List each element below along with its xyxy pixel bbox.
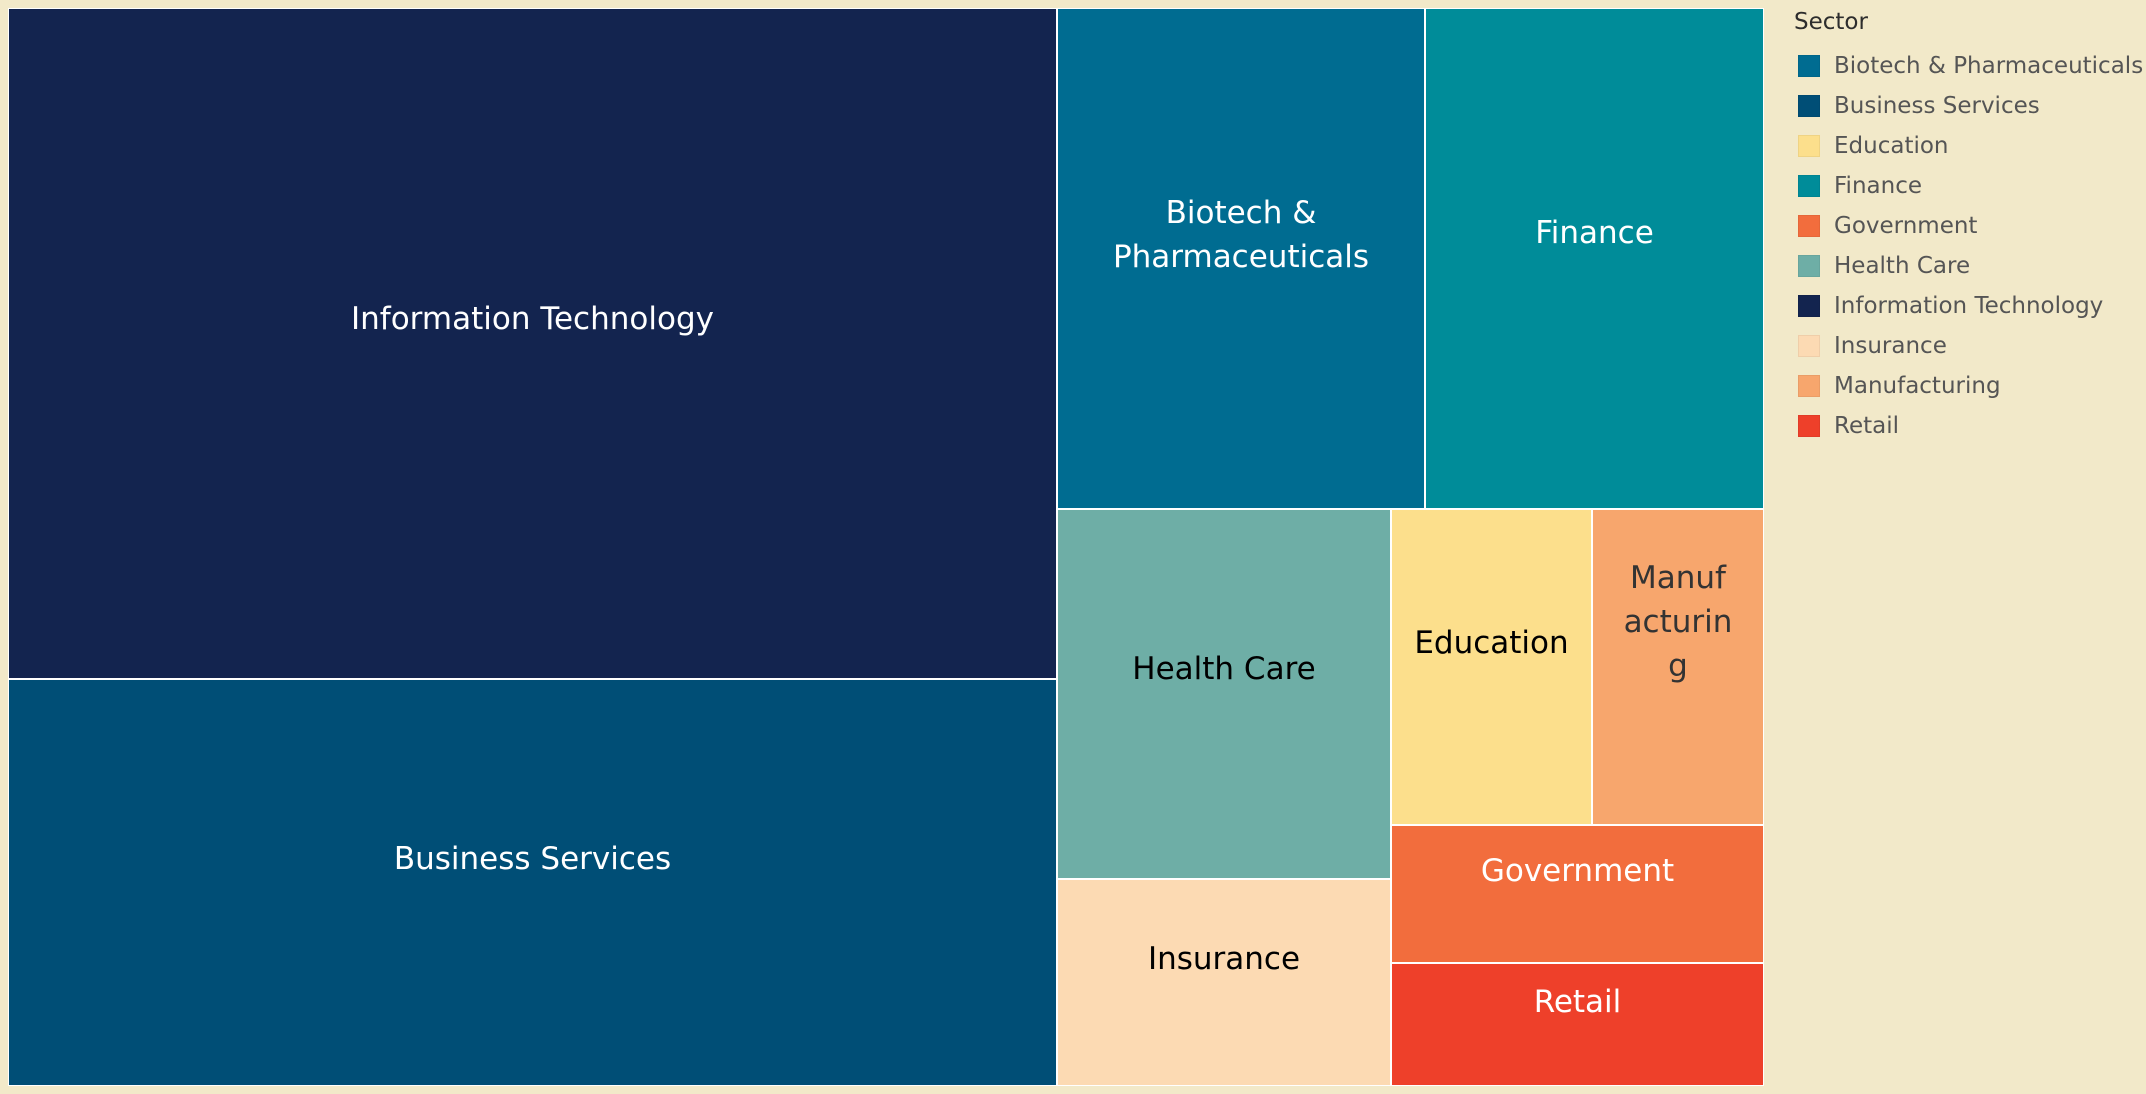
- tile-label-line: acturin: [1624, 604, 1733, 640]
- tile-label-line: Biotech &: [1166, 195, 1317, 231]
- legend-swatch: [1798, 215, 1820, 237]
- tile-label-manufacturing: Manuf acturin g: [1624, 560, 1733, 684]
- legend-label: Information Technology: [1834, 293, 2104, 319]
- treemap-svg: Information Technology Business Services B…: [9, 9, 1763, 1085]
- tile-rect-health-care[interactable]: [1058, 510, 1390, 878]
- legend-swatch: [1798, 175, 1820, 197]
- tile-rect-biotech-and-pharmaceuticals[interactable]: [1058, 9, 1424, 508]
- legend-item-health-care[interactable]: Health Care: [1794, 246, 2139, 286]
- legend-item-information-technology[interactable]: Information Technology: [1794, 286, 2139, 326]
- tile-biotech-and-pharmaceuticals[interactable]: Biotech & Pharmaceuticals: [1058, 9, 1424, 508]
- legend-item-manufacturing[interactable]: Manufacturing: [1794, 366, 2139, 406]
- tile-health-care[interactable]: Health Care: [1058, 510, 1390, 878]
- legend-label: Education: [1834, 133, 1949, 159]
- tile-rect-education[interactable]: [1392, 510, 1591, 824]
- tile-label-line: Insurance: [1148, 941, 1300, 977]
- legend-label: Retail: [1834, 413, 1899, 439]
- tile-label-information-technology: Information Technology: [351, 301, 714, 337]
- tile-retail[interactable]: Retail: [1392, 964, 1763, 1085]
- tile-label-health-care: Health Care: [1132, 651, 1315, 687]
- tile-label-line: Education: [1414, 625, 1568, 661]
- legend-item-finance[interactable]: Finance: [1794, 166, 2139, 206]
- tile-rect-information-technology[interactable]: [9, 9, 1056, 678]
- tile-rect-manufacturing[interactable]: [1593, 510, 1763, 824]
- treemap-chart: Information Technology Business Services B…: [8, 8, 1764, 1086]
- legend-swatch: [1798, 55, 1820, 77]
- legend-swatch: [1798, 135, 1820, 157]
- tile-education[interactable]: Education: [1392, 510, 1591, 824]
- legend-label: Manufacturing: [1834, 373, 2001, 399]
- tile-rect-retail[interactable]: [1392, 964, 1763, 1085]
- legend-item-biotech-and-pharmaceuticals[interactable]: Biotech & Pharmaceuticals: [1794, 46, 2143, 86]
- legend-swatch: [1798, 255, 1820, 277]
- tile-label-insurance: Insurance: [1148, 941, 1300, 977]
- legend-swatch: [1798, 335, 1820, 357]
- tile-label-line: Finance: [1535, 215, 1654, 251]
- tile-label-line: Retail: [1534, 984, 1622, 1020]
- tile-label-line: Pharmaceuticals: [1113, 239, 1369, 275]
- legend-item-retail[interactable]: Retail: [1794, 406, 2139, 446]
- tile-label-line: Government: [1481, 853, 1674, 889]
- legend-item-government[interactable]: Government: [1794, 206, 2139, 246]
- tile-insurance[interactable]: Insurance: [1058, 880, 1390, 1085]
- legend-swatch: [1798, 295, 1820, 317]
- tile-information-technology[interactable]: Information Technology: [9, 9, 1056, 678]
- tile-rect-finance[interactable]: [1426, 9, 1763, 508]
- tile-finance[interactable]: Finance: [1426, 9, 1763, 508]
- legend-item-business-services[interactable]: Business Services: [1794, 86, 2139, 126]
- tile-label-business-services: Business Services: [394, 841, 671, 877]
- tile-label-finance: Finance: [1535, 215, 1654, 251]
- tile-label-line: Health Care: [1132, 651, 1315, 687]
- legend-label: Finance: [1834, 173, 1922, 199]
- legend: Sector Biotech & Pharmaceuticals Business…: [1794, 8, 2143, 446]
- legend-items: Biotech & Pharmaceuticals Business Servic…: [1794, 46, 2143, 446]
- tile-rect-government[interactable]: [1392, 826, 1763, 962]
- legend-swatch: [1798, 375, 1820, 397]
- tile-label-line: Manuf: [1630, 560, 1727, 596]
- tile-label-retail: Retail: [1534, 984, 1622, 1020]
- tile-government[interactable]: Government: [1392, 826, 1763, 962]
- tile-label-line: Information Technology: [351, 301, 714, 337]
- tile-label-education: Education: [1414, 625, 1568, 661]
- legend-label: Business Services: [1834, 93, 2040, 119]
- tile-manufacturing[interactable]: Manuf acturin g: [1593, 510, 1763, 824]
- tile-label-biotech-and-pharmaceuticals: Biotech & Pharmaceuticals: [1113, 195, 1369, 275]
- tile-rect-insurance[interactable]: [1058, 880, 1390, 1085]
- legend-label: Biotech & Pharmaceuticals: [1834, 53, 2144, 79]
- legend-swatch: [1798, 415, 1820, 437]
- legend-label: Government: [1834, 213, 1978, 239]
- legend-label: Health Care: [1834, 253, 1971, 279]
- tile-rect-business-services[interactable]: [9, 680, 1056, 1085]
- legend-item-education[interactable]: Education: [1794, 126, 2139, 166]
- legend-item-insurance[interactable]: Insurance: [1794, 326, 2139, 366]
- tile-label-line: Business Services: [394, 841, 671, 877]
- tile-label-government: Government: [1481, 853, 1674, 889]
- tile-business-services[interactable]: Business Services: [9, 680, 1056, 1085]
- tile-label-line: g: [1668, 648, 1688, 684]
- legend-label: Insurance: [1834, 333, 1947, 359]
- legend-title: Sector: [1794, 9, 1868, 35]
- legend-swatch: [1798, 95, 1820, 117]
